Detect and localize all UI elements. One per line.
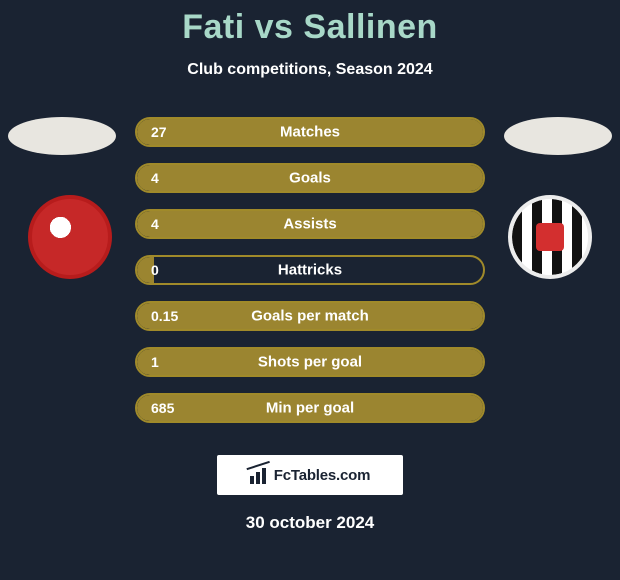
- stat-row: 685Min per goal: [135, 393, 485, 423]
- radnicki-crest-icon: [38, 205, 102, 269]
- stat-row: 1Shots per goal: [135, 347, 485, 377]
- player1-silhouette-icon: [8, 117, 116, 155]
- stat-label: Matches: [137, 124, 483, 141]
- vs-text: vs: [255, 8, 294, 46]
- comparison-body: 27Matches 4Goals 4Assists 0Hattricks 0.15Goa…: [0, 117, 620, 437]
- stats-list: 27Matches 4Goals 4Assists 0Hattricks 0.15Goa…: [135, 117, 485, 439]
- stat-row: 0Hattricks: [135, 255, 485, 285]
- player1-club-crest: [28, 195, 112, 279]
- player2-silhouette-icon: [504, 117, 612, 155]
- stat-label: Goals: [137, 170, 483, 187]
- stat-label: Shots per goal: [137, 354, 483, 371]
- vps-badge-icon: [536, 223, 564, 251]
- branding-box: FcTables.com: [217, 455, 403, 495]
- player2-name: Sallinen: [303, 8, 437, 46]
- stat-label: Min per goal: [137, 400, 483, 417]
- fctables-chart-icon: [250, 466, 270, 484]
- stat-row: 0.15Goals per match: [135, 301, 485, 331]
- stat-label: Goals per match: [137, 308, 483, 325]
- stat-label: Hattricks: [137, 262, 483, 279]
- stat-row: 4Assists: [135, 209, 485, 239]
- stat-label: Assists: [137, 216, 483, 233]
- comparison-title: Fati vs Sallinen: [0, 0, 620, 47]
- player1-name: Fati: [182, 8, 244, 46]
- branding-text: FcTables.com: [274, 467, 371, 484]
- stat-row: 27Matches: [135, 117, 485, 147]
- stat-row: 4Goals: [135, 163, 485, 193]
- player2-club-crest: [508, 195, 592, 279]
- snapshot-date: 30 october 2024: [0, 513, 620, 533]
- competition-subtitle: Club competitions, Season 2024: [0, 61, 620, 79]
